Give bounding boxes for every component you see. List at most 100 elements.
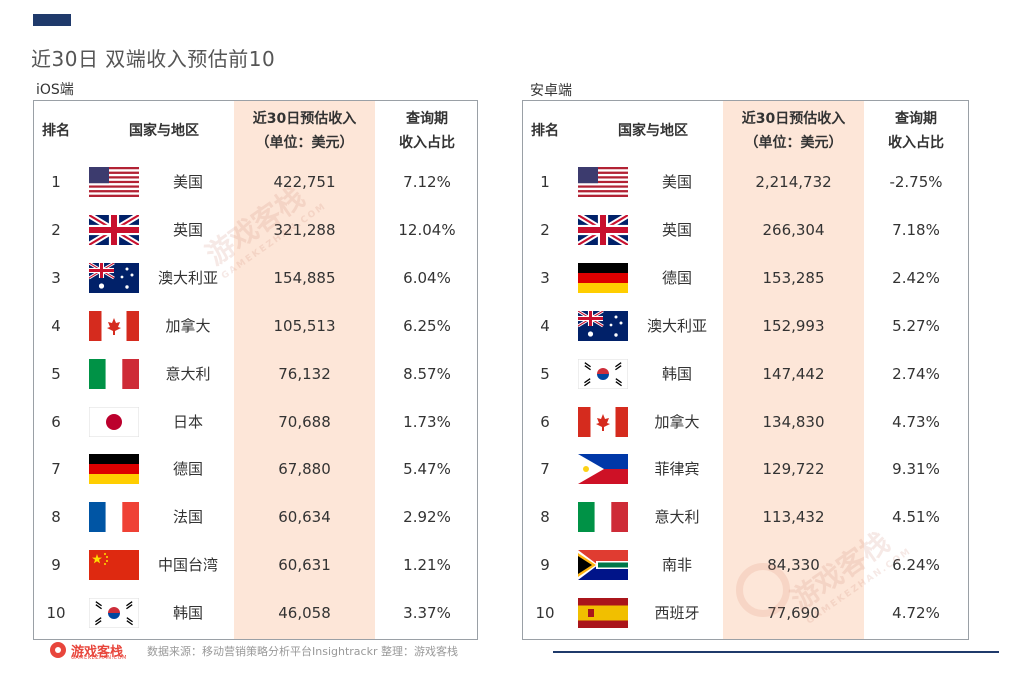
jp-flag-icon	[89, 406, 139, 437]
revenue-cell: 152,993	[762, 316, 825, 335]
revenue-cell: 60,634	[278, 508, 331, 527]
rank-cell: 8	[51, 508, 61, 527]
us-flag-icon	[89, 167, 139, 197]
rank-cell: 4	[51, 316, 61, 335]
rank-cell: 9	[540, 556, 550, 575]
header-rank: 排名	[531, 123, 559, 139]
share-cell: 6.24%	[892, 556, 940, 575]
share-cell: 9.31%	[892, 460, 940, 479]
revenue-cell: 46,058	[278, 604, 331, 623]
revenue-cell: 129,722	[762, 460, 825, 479]
kr-flag-icon	[578, 358, 628, 389]
country-cell: 英国	[172, 220, 203, 239]
header-revenue: 近30日预估收入 （单位：美元）	[741, 111, 846, 151]
revenue-column-highlight	[234, 101, 375, 639]
au-flag-icon	[89, 262, 139, 293]
revenue-cell: 70,688	[278, 412, 331, 431]
revenue-cell: 67,880	[278, 460, 331, 479]
share-cell: 12.04%	[398, 220, 456, 239]
share-cell: 6.04%	[403, 268, 451, 287]
ios-section-label: iOS端	[36, 82, 74, 98]
header-country: 国家与地区	[618, 123, 688, 139]
revenue-column-highlight	[723, 101, 864, 639]
footer-brand: 游戏客栈	[71, 645, 124, 660]
rank-cell: 3	[540, 268, 550, 287]
country-cell: 澳大利亚	[646, 316, 707, 335]
share-cell: 5.27%	[892, 316, 940, 335]
share-cell: 7.12%	[403, 173, 451, 191]
rank-cell: 6	[51, 412, 61, 431]
country-cell: 法国	[172, 508, 203, 527]
country-cell: 日本	[172, 412, 203, 431]
ca-flag-icon	[89, 310, 139, 341]
es-flag-icon	[578, 598, 628, 629]
ph-flag-icon	[578, 454, 628, 485]
it-flag-icon	[578, 502, 628, 533]
watermark-logo-icon	[736, 563, 790, 617]
rank-cell: 5	[540, 364, 550, 383]
share-cell: 8.57%	[403, 364, 451, 383]
rank-cell: 10	[46, 604, 66, 623]
country-cell: 美国	[172, 173, 203, 191]
revenue-cell: 422,751	[273, 173, 336, 191]
share-cell: 6.25%	[403, 316, 451, 335]
ios-ranking-table: 排名 国家与地区 近30日预估收入 （单位：美元） 查询期 收入占比 1 美国 422,751 7…	[33, 100, 478, 640]
revenue-cell: 266,304	[762, 220, 825, 239]
brand-logo-icon	[50, 642, 66, 658]
country-cell: 意大利	[165, 364, 211, 383]
rank-cell: 4	[540, 316, 550, 335]
header-share: 查询期 收入占比	[888, 111, 944, 151]
country-cell: 意大利	[654, 508, 700, 527]
share-cell: 4.73%	[892, 412, 940, 431]
share-cell: 4.72%	[892, 604, 940, 623]
country-cell: 西班牙	[654, 604, 700, 623]
revenue-cell: 60,631	[278, 556, 331, 575]
country-cell: 美国	[661, 173, 692, 191]
footer-brand-sub: GAMEKEZHAN.COM	[71, 655, 127, 661]
header-share: 查询期 收入占比	[399, 111, 455, 151]
header-accent-bar	[33, 14, 71, 26]
country-cell: 中国台湾	[157, 556, 218, 575]
share-cell: 2.74%	[892, 364, 940, 383]
us-flag-icon	[578, 167, 628, 197]
revenue-cell: 113,432	[762, 508, 825, 527]
kr-flag-icon	[89, 598, 139, 629]
revenue-cell: 105,513	[273, 316, 336, 335]
rank-cell: 10	[535, 604, 555, 623]
revenue-cell: 321,288	[273, 220, 336, 239]
header-revenue: 近30日预估收入 （单位：美元）	[252, 111, 357, 151]
za-flag-icon	[578, 550, 628, 581]
rank-cell: 6	[540, 412, 550, 431]
country-cell: 韩国	[661, 364, 692, 383]
country-cell: 澳大利亚	[157, 268, 218, 287]
rank-cell: 9	[51, 556, 61, 575]
header-country: 国家与地区	[129, 123, 199, 139]
rank-cell: 5	[51, 364, 61, 383]
tw-flag-icon	[89, 550, 139, 581]
rank-cell: 7	[51, 460, 61, 479]
rank-cell: 1	[540, 173, 550, 191]
share-cell: 7.18%	[892, 220, 940, 239]
rank-cell: 2	[540, 220, 550, 239]
country-cell: 英国	[661, 220, 692, 239]
uk-flag-icon	[89, 214, 139, 245]
de-flag-icon	[89, 454, 139, 485]
revenue-cell: 2,214,732	[755, 173, 832, 191]
android-section-label: 安卓端	[530, 83, 572, 99]
country-cell: 加拿大	[165, 316, 211, 335]
rank-cell: 3	[51, 268, 61, 287]
rank-cell: 2	[51, 220, 61, 239]
revenue-cell: 147,442	[762, 364, 825, 383]
share-cell: 4.51%	[892, 508, 940, 527]
android-ranking-table: 排名 国家与地区 近30日预估收入 （单位：美元） 查询期 收入占比 1 美国 2,214,73…	[522, 100, 969, 640]
footer-divider	[553, 651, 999, 653]
country-cell: 菲律宾	[654, 460, 700, 479]
revenue-cell: 76,132	[278, 364, 331, 383]
revenue-cell: 153,285	[762, 268, 825, 287]
header-rank: 排名	[42, 123, 70, 139]
ca-flag-icon	[578, 406, 628, 437]
share-cell: 1.73%	[403, 412, 451, 431]
country-cell: 加拿大	[654, 412, 700, 431]
page-title: 近30日 双端收入预估前10	[31, 47, 276, 71]
share-cell: 5.47%	[403, 460, 451, 479]
